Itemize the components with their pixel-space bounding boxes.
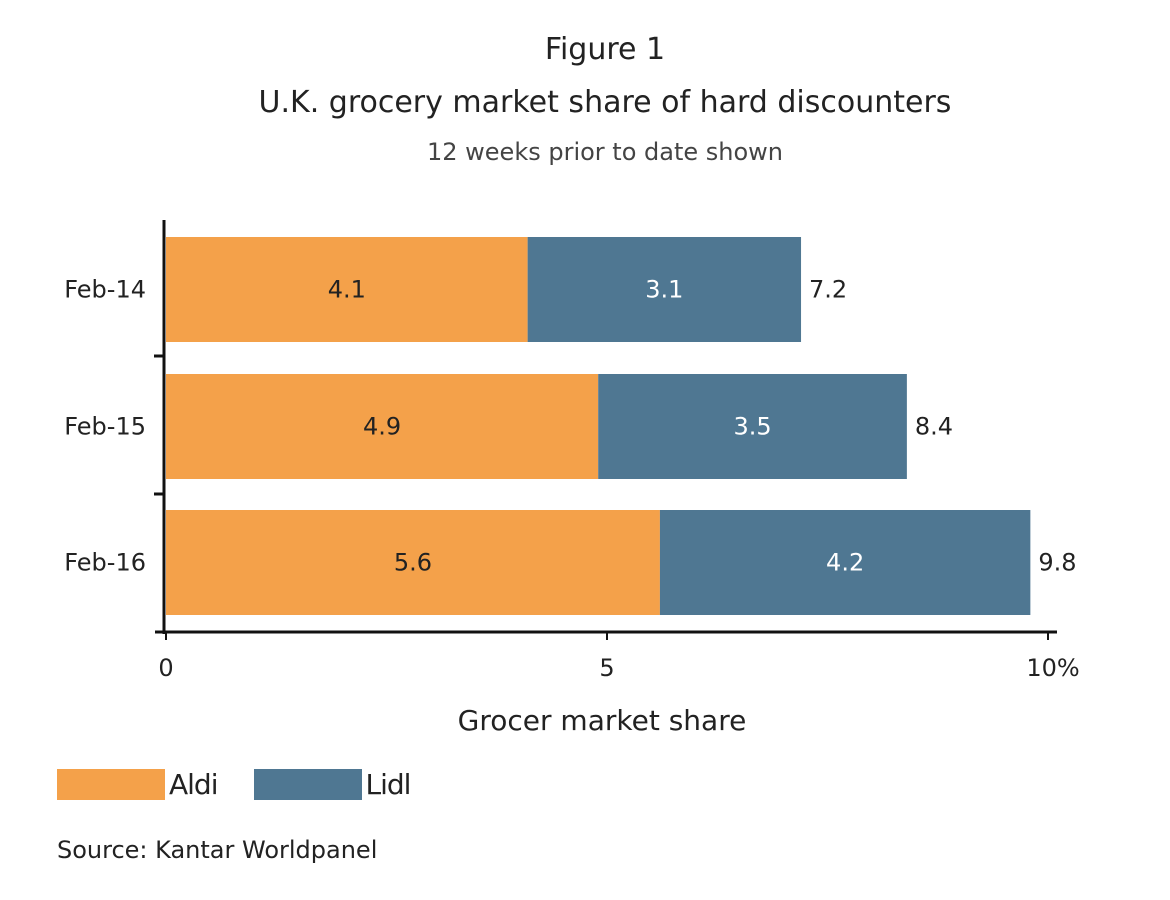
figure-label: Figure 1 (544, 32, 666, 67)
bar-label: 3.5 (733, 413, 771, 441)
source-note: Source: Kantar Worldpanel (57, 836, 378, 864)
bar-lidl (659, 510, 1031, 615)
legend-swatch-aldi (57, 769, 165, 800)
bar-lidl (527, 237, 802, 342)
bar-label: 4.2 (826, 549, 864, 577)
bar-chart: 4.1 3.1 7.2 Feb-14 4.9 3.5 8.4 Feb-15 5.6 4.2 9.8 F… (64, 220, 1080, 737)
total-label: 8.4 (915, 413, 953, 441)
legend-item-aldi: Aldi (57, 768, 218, 801)
category-label: Feb-16 (64, 549, 146, 577)
legend-label-aldi: Aldi (169, 768, 218, 801)
legend-swatch-lidl (253, 769, 362, 800)
bar-aldi (166, 510, 660, 615)
x-tick-label: 0 (158, 654, 173, 682)
bar-aldi (166, 374, 599, 479)
x-tick-label: 5 (599, 654, 614, 682)
chart-subtitle: 12 weeks prior to date shown (426, 138, 783, 166)
x-axis-title: Grocer market share (458, 704, 747, 737)
category-label: Feb-15 (64, 413, 146, 441)
x-tick-label: 10% (1026, 654, 1079, 682)
bar-label: 4.1 (328, 276, 366, 304)
bar-label: 5.6 (394, 549, 432, 577)
bar-lidl (598, 374, 907, 479)
bar-label: 4.9 (363, 413, 401, 441)
legend: Aldi Lidl (57, 768, 446, 801)
legend-label-lidl: Lidl (365, 768, 412, 801)
total-label: 9.8 (1038, 549, 1076, 577)
legend-item-lidl: Lidl (253, 768, 412, 801)
category-label: Feb-14 (64, 276, 146, 304)
bar-aldi (166, 237, 528, 342)
total-label: 7.2 (809, 276, 847, 304)
chart-title: U.K. grocery market share of hard discou… (258, 85, 952, 120)
bar-label: 3.1 (645, 276, 683, 304)
